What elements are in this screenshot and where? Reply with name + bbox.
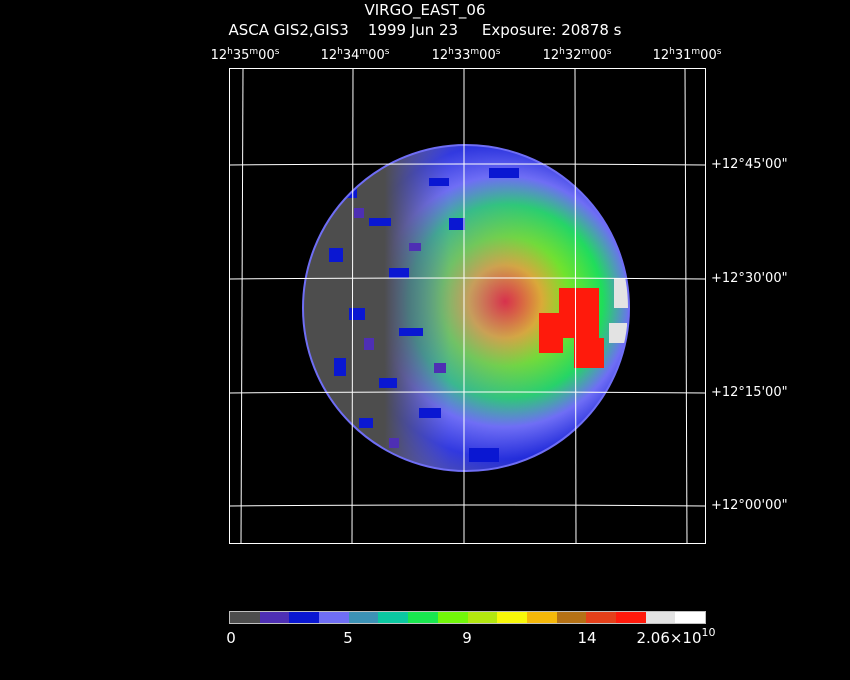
fov-rim [302, 144, 630, 472]
colorbar-tick-14: 14 [577, 629, 597, 647]
colorbar-cell [556, 612, 587, 623]
grid-ra-1234 [351, 67, 354, 545]
grid-dec-3000 [228, 277, 707, 280]
colorbar-cell [408, 612, 438, 623]
grid-dec-4500 [228, 163, 707, 166]
dec-label-0000: +12°00'00" [711, 498, 788, 513]
colorbar-cell [289, 612, 320, 623]
ra-label-1233: 12h33m00s [431, 47, 501, 63]
observation-subtitle: ASCA GIS2,GIS3 1999 Jun 23 Exposure: 208… [228, 21, 622, 39]
high-count-region [539, 288, 604, 368]
grid-ra-1231 [684, 67, 688, 545]
image-title: VIRGO_EAST_06 [364, 1, 486, 19]
image-border [229, 68, 706, 544]
colorbar-cell [645, 612, 676, 623]
colorbar-cell [230, 612, 260, 623]
detector-field-of-view [303, 145, 629, 471]
colorbar-cell [615, 612, 646, 623]
colorbar-cell [378, 612, 409, 623]
colorbar-cell [319, 612, 349, 623]
colorbar-cell [467, 612, 498, 623]
colorbar-cell [526, 612, 557, 623]
dec-label-4500: +12°45'00" [711, 157, 788, 172]
colorbar-tick-9: 9 [462, 629, 472, 647]
ra-label-1234: 12h34m00s [320, 47, 390, 63]
colorbar [229, 611, 706, 624]
colorbar-cell [675, 612, 705, 623]
grid-dec-0000 [228, 504, 707, 507]
peak-region [609, 278, 628, 343]
dec-label-3000: +12°30'00" [711, 271, 788, 286]
grid-ra-1235 [240, 67, 244, 545]
colorbar-tick-5: 5 [343, 629, 353, 647]
ra-label-1235: 12h35m00s [210, 47, 280, 63]
ra-label-1232: 12h32m00s [542, 47, 612, 63]
colorbar-tick-max: 2.06×1010 [636, 626, 716, 647]
colorbar-cell [259, 612, 290, 623]
colorbar-cell [348, 612, 379, 623]
dec-label-1500: +12°15'00" [711, 385, 788, 400]
mid-patches [354, 208, 446, 448]
colorbar-cell [437, 612, 468, 623]
xray-image-panel [228, 67, 707, 545]
coordinate-grid [228, 67, 707, 545]
ra-label-1231: 12h31m00s [652, 47, 722, 63]
colorbar-cell [497, 612, 527, 623]
grid-dec-1500 [228, 391, 707, 394]
grid-ra-1232 [574, 67, 577, 545]
colorbar-cell [586, 612, 616, 623]
colorbar-tick-0: 0 [226, 629, 236, 647]
